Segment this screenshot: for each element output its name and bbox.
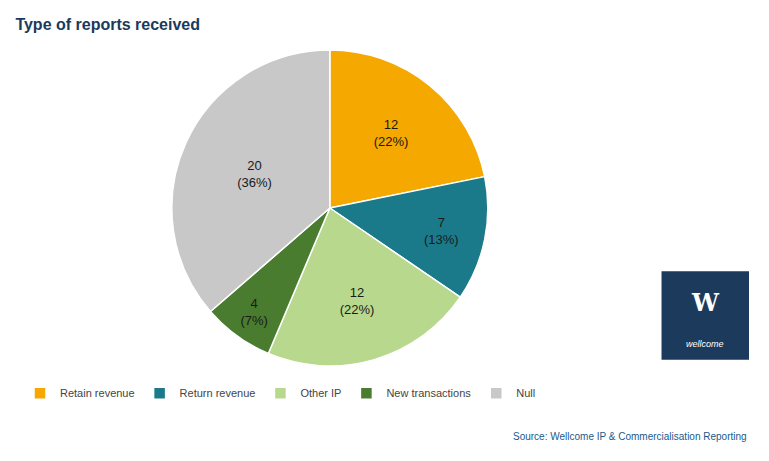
svg-text:12(22%): 12(22%) bbox=[374, 117, 409, 149]
svg-text:Return revenue: Return revenue bbox=[180, 387, 256, 399]
svg-text:Other IP: Other IP bbox=[300, 387, 341, 399]
svg-text:Type of reports received: Type of reports received bbox=[15, 16, 200, 33]
svg-text:Null: Null bbox=[516, 387, 535, 399]
svg-text:7(13%): 7(13%) bbox=[424, 215, 459, 247]
svg-text:W: W bbox=[691, 288, 720, 317]
svg-text:Source: Wellcome IP & Commerci: Source: Wellcome IP & Commercialisation … bbox=[513, 431, 747, 442]
svg-text:New transactions: New transactions bbox=[386, 387, 471, 399]
svg-text:4(7%): 4(7%) bbox=[240, 296, 267, 328]
svg-text:12(22%): 12(22%) bbox=[340, 285, 375, 317]
svg-text:Retain revenue: Retain revenue bbox=[60, 387, 135, 399]
svg-text:20(36%): 20(36%) bbox=[237, 158, 272, 190]
svg-text:wellcome: wellcome bbox=[686, 339, 724, 349]
